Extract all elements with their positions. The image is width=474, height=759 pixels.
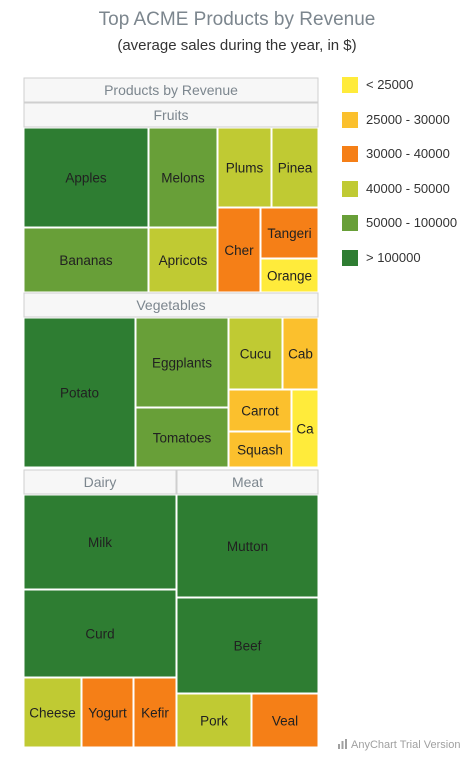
tile-label-bananas: Bananas [59,253,113,268]
tile-label-milk: Milk [88,535,112,550]
credits[interactable]: AnyChart Trial Version [338,739,460,751]
tile-label-beef: Beef [234,639,262,654]
legend-swatch [342,111,358,128]
tile-label-curd: Curd [85,627,114,642]
group-header-meat-background [176,469,319,495]
legend-label: < 25000 [366,77,414,92]
tile-label-cher: Cher [224,243,254,258]
tile-label-squash: Squash [237,443,283,458]
chart-title: Top ACME Products by Revenue [98,9,376,30]
tile-label-yogurt: Yogurt [88,706,127,721]
group-header-dairy: Dairy [84,474,117,490]
tile-yogurt[interactable] [81,677,134,748]
tile-label-cheese: Cheese [29,706,76,721]
tile-label-cab: Cab [288,347,313,362]
tile-label-pork: Pork [200,714,228,729]
legend-label: 50000 - 100000 [366,215,458,230]
tile-apples[interactable] [23,127,149,228]
tile-label-veal: Veal [272,714,298,729]
chart-bars-icon [338,739,347,749]
tile-squash[interactable] [228,431,292,468]
tile-label-kefir: Kefir [141,706,169,721]
legend-item[interactable]: 40000 - 50000 [340,180,474,198]
legend-item[interactable]: 30000 - 40000 [340,145,474,163]
legend-label: > 100000 [366,249,421,265]
tile-label-tomatoes: Tomatoes [153,431,212,446]
tile-label-potato: Potato [60,386,99,401]
legend-label: 25000 - 30000 [366,111,450,127]
tile-tangeri[interactable] [260,207,319,259]
tile-cab[interactable] [282,317,319,390]
tile-melons[interactable] [148,127,218,228]
tile-label-cucu: Cucu [240,347,272,362]
group-header-dairy-background [23,469,177,495]
tile-label-ca: Ca [296,422,314,437]
legend-swatch [342,77,358,93]
tile-label-plums: Plums [226,161,264,176]
tile-pinea[interactable] [271,127,319,208]
tile-veal[interactable] [251,693,319,748]
tile-milk[interactable] [23,494,177,590]
group-header-vegetables-background [23,292,319,318]
tile-apricots[interactable] [148,227,218,293]
tile-cucu[interactable] [228,317,283,390]
tile-orange[interactable] [260,258,319,293]
tile-label-orange: Orange [267,269,312,284]
chart-subtitle: (average sales during the year, in $) [117,37,357,54]
tile-label-pinea: Pinea [278,161,313,176]
legend-label: 40000 - 50000 [366,180,450,196]
tile-beef[interactable] [176,597,319,694]
group-header-fruits: Fruits [154,107,189,123]
tile-pork[interactable] [176,693,252,748]
group-header-meat: Meat [232,474,263,490]
credits-text: AnyChart Trial Version [351,739,461,751]
tile-potato[interactable] [23,317,136,468]
legend-swatch [342,146,358,162]
tile-plums[interactable] [217,127,272,208]
legend-item[interactable]: < 25000 [340,76,474,94]
tile-label-apricots: Apricots [159,253,208,268]
tile-eggplants[interactable] [135,317,229,408]
tile-label-eggplants: Eggplants [152,356,212,371]
tile-ca[interactable] [291,389,319,468]
tile-kefir[interactable] [133,677,177,748]
legend-item[interactable]: > 100000 [340,249,474,267]
tile-carrot[interactable] [228,389,292,432]
legend-label: 30000 - 40000 [366,146,450,161]
group-header-fruits-background [23,102,319,128]
legend-item[interactable]: 50000 - 100000 [340,214,474,232]
tile-label-carrot: Carrot [241,404,279,419]
tile-label-mutton: Mutton [227,539,268,554]
tile-cheese[interactable] [23,677,82,748]
tile-tomatoes[interactable] [135,407,229,468]
tile-curd[interactable] [23,589,177,678]
legend-swatch [342,215,358,231]
treemap-root-header: Products by Revenue [104,82,238,98]
tile-mutton[interactable] [176,494,319,598]
tile-bananas[interactable] [23,227,149,293]
tile-label-melons: Melons [161,171,205,186]
tile-cher[interactable] [217,207,261,293]
treemap-root-header-background [23,77,319,103]
legend-item[interactable]: 25000 - 30000 [340,111,474,129]
legend-swatch [342,249,358,266]
tile-label-tangeri: Tangeri [267,226,311,241]
legend-swatch [342,180,358,197]
group-header-vegetables: Vegetables [136,297,205,313]
tile-label-apples: Apples [65,171,107,186]
